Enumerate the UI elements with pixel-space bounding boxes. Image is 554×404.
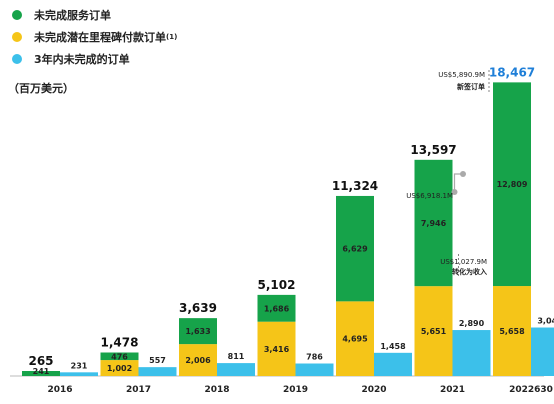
annotation-value: US$5,890.9M xyxy=(438,71,485,79)
legend-item-service: 未完成服务订单 xyxy=(12,4,177,26)
bar-three-year xyxy=(217,363,255,376)
data-label-three-year: 3,049 xyxy=(537,317,554,326)
data-label-three-year: 557 xyxy=(149,356,166,365)
bar-milestone xyxy=(100,360,139,376)
bar-milestone xyxy=(257,321,296,376)
data-label-milestone: 2,006 xyxy=(185,356,211,365)
bar-three-year xyxy=(374,352,412,376)
legend-item-milestone: 未完成潜在里程碑付款订单 (1) xyxy=(12,26,177,48)
data-label-milestone: 5,651 xyxy=(421,327,447,336)
legend-label: 未完成潜在里程碑付款订单 xyxy=(34,31,166,44)
x-tick-label: 2020 xyxy=(361,385,386,395)
annotation-label: 新签订单 xyxy=(457,82,485,91)
data-label-three-year: 1,458 xyxy=(380,342,406,351)
x-tick-label: 2019 xyxy=(283,385,308,395)
bar-milestone xyxy=(414,286,453,376)
data-label-three-year: 231 xyxy=(71,361,88,370)
total-label: 1,478 xyxy=(101,335,139,349)
data-label-service: 7,946 xyxy=(421,219,447,228)
bar-milestone xyxy=(336,301,374,376)
bridge-dot xyxy=(451,189,458,195)
legend-swatch xyxy=(12,10,22,20)
legend-swatch xyxy=(12,54,22,64)
bar-service xyxy=(336,195,374,302)
data-label-service: 12,809 xyxy=(497,180,528,189)
bar-three-year xyxy=(295,363,334,376)
bridge-dot xyxy=(460,171,466,177)
bar-service xyxy=(257,294,296,322)
legend: 未完成服务订单 未完成潜在里程碑付款订单 (1) 3年内未完成的订单 xyxy=(12,4,177,70)
bar-service xyxy=(414,159,453,287)
total-label: 3,639 xyxy=(179,301,217,315)
bar-milestone xyxy=(493,286,531,376)
annotation-label: 转化为收入 xyxy=(452,267,487,276)
x-tick-label: 2022630 xyxy=(509,385,553,395)
data-label-milestone: 5,658 xyxy=(499,327,525,336)
legend-item-three-year: 3年内未完成的订单 xyxy=(12,48,177,70)
total-label: 13,597 xyxy=(410,143,456,157)
x-tick-label: 2016 xyxy=(47,385,72,395)
data-label-service: 1,686 xyxy=(264,304,290,313)
x-tick-label: 2021 xyxy=(440,385,465,395)
x-tick-label: 2018 xyxy=(204,385,229,395)
total-label: 265 xyxy=(28,354,53,368)
bar-service xyxy=(22,371,60,376)
bar-milestone xyxy=(179,344,217,376)
bar-three-year xyxy=(531,327,554,376)
data-label-three-year: 2,890 xyxy=(459,319,485,328)
total-label: 5,102 xyxy=(258,278,296,292)
total-label: 18,467 xyxy=(489,65,535,79)
data-label-service: 241 xyxy=(33,367,50,376)
data-label-three-year: 786 xyxy=(306,353,323,362)
data-label-service: 1,633 xyxy=(185,327,210,336)
bar-three-year xyxy=(138,367,177,376)
data-label-milestone: 4,695 xyxy=(342,335,368,344)
data-label-service: 6,629 xyxy=(342,245,368,254)
data-label-milestone: 1,002 xyxy=(107,364,132,373)
data-label-three-year: 811 xyxy=(228,352,245,361)
bar-service xyxy=(179,318,217,345)
unit-label: （百万美元） xyxy=(8,82,74,95)
x-tick-label: 2017 xyxy=(126,385,151,395)
annotation-value: US$1,027.9M xyxy=(440,258,487,266)
bar-service xyxy=(100,352,139,361)
legend-swatch xyxy=(12,32,22,42)
annotation-value: US$6,918.1M xyxy=(406,192,453,200)
bar-three-year xyxy=(60,372,98,376)
data-label-milestone: 3,416 xyxy=(264,345,290,354)
bar-three-year xyxy=(452,330,491,376)
total-label: 11,324 xyxy=(332,179,378,193)
data-label-service: 476 xyxy=(111,352,128,361)
legend-footnote-mark: (1) xyxy=(166,33,178,41)
legend-label: 3年内未完成的订单 xyxy=(34,53,130,66)
legend-label: 未完成服务订单 xyxy=(34,9,111,22)
bar-service xyxy=(493,82,531,287)
